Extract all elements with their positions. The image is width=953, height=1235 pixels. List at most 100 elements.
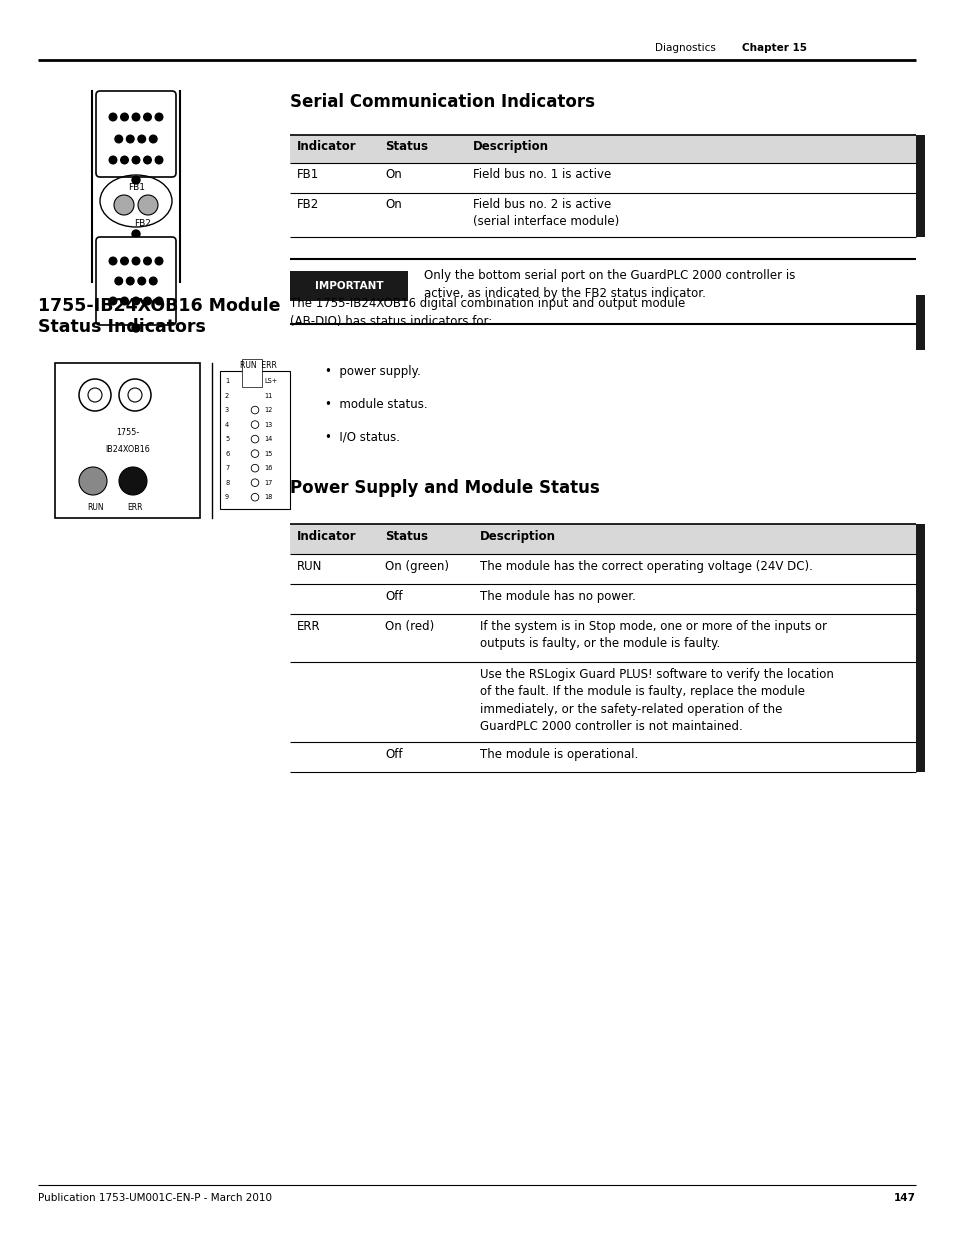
Circle shape <box>251 479 258 487</box>
Circle shape <box>127 135 134 143</box>
Circle shape <box>128 388 142 403</box>
Text: 18: 18 <box>264 494 273 500</box>
Bar <box>915 295 924 350</box>
Text: •  module status.: • module status. <box>325 398 427 411</box>
Text: If the system is in Stop mode, one or more of the inputs or
outputs is faulty, o: If the system is in Stop mode, one or mo… <box>479 620 826 651</box>
Text: 1755-: 1755- <box>115 429 139 437</box>
Circle shape <box>132 257 140 264</box>
Text: Indicator: Indicator <box>296 530 356 543</box>
Text: Field bus no. 2 is active
(serial interface module): Field bus no. 2 is active (serial interf… <box>473 198 618 228</box>
Circle shape <box>155 298 163 305</box>
Text: LS+: LS+ <box>264 378 277 384</box>
Text: ERR: ERR <box>127 503 142 513</box>
Text: The module has the correct operating voltage (24V DC).: The module has the correct operating vol… <box>479 559 812 573</box>
Circle shape <box>155 156 163 164</box>
Circle shape <box>114 277 122 285</box>
Circle shape <box>251 435 258 443</box>
Text: FB2: FB2 <box>133 219 151 227</box>
Circle shape <box>251 494 258 501</box>
Text: 3: 3 <box>225 408 229 412</box>
Text: Power Supply and Module Status: Power Supply and Module Status <box>290 479 599 496</box>
Circle shape <box>121 114 128 121</box>
Bar <box>242 359 262 387</box>
Circle shape <box>113 195 133 215</box>
Text: RUN: RUN <box>87 503 104 513</box>
Circle shape <box>88 388 102 403</box>
Circle shape <box>109 114 116 121</box>
Circle shape <box>144 114 152 121</box>
Text: 4: 4 <box>225 421 229 427</box>
Text: On (red): On (red) <box>385 620 434 634</box>
Text: Only the bottom serial port on the GuardPLC 2000 controller is
active, as indica: Only the bottom serial port on the Guard… <box>423 269 795 300</box>
Text: Description: Description <box>473 140 548 153</box>
Text: FB1: FB1 <box>128 183 145 191</box>
Text: Diagnostics: Diagnostics <box>655 43 715 53</box>
Circle shape <box>138 277 146 285</box>
Text: FB1: FB1 <box>296 168 319 182</box>
Text: 9: 9 <box>225 494 229 500</box>
Text: 13: 13 <box>264 421 272 427</box>
Text: The module has no power.: The module has no power. <box>479 590 636 603</box>
Circle shape <box>155 257 163 264</box>
Text: The module is operational.: The module is operational. <box>479 748 638 761</box>
Text: 8: 8 <box>225 479 229 485</box>
Text: On: On <box>385 198 401 211</box>
Circle shape <box>150 277 157 285</box>
Circle shape <box>138 135 146 143</box>
Text: Chapter 15: Chapter 15 <box>741 43 806 53</box>
Text: ERR: ERR <box>296 620 320 634</box>
Circle shape <box>114 135 122 143</box>
Text: Publication 1753-UM001C-EN-P - March 2010: Publication 1753-UM001C-EN-P - March 201… <box>38 1193 272 1203</box>
Text: 147: 147 <box>893 1193 915 1203</box>
Text: 11: 11 <box>264 393 272 399</box>
Bar <box>290 135 915 163</box>
Text: IMPORTANT: IMPORTANT <box>314 282 383 291</box>
Text: Description: Description <box>479 530 556 543</box>
Text: 14: 14 <box>264 436 273 442</box>
Text: 7: 7 <box>225 466 229 472</box>
Circle shape <box>132 177 140 184</box>
Circle shape <box>132 324 140 332</box>
Circle shape <box>138 195 158 215</box>
Text: 5: 5 <box>225 436 229 442</box>
Text: 17: 17 <box>264 479 273 485</box>
Circle shape <box>127 277 134 285</box>
Circle shape <box>109 298 116 305</box>
Circle shape <box>132 114 140 121</box>
Circle shape <box>121 298 128 305</box>
Bar <box>915 135 924 237</box>
Text: RUN: RUN <box>296 559 322 573</box>
Bar <box>290 270 408 301</box>
Text: •  power supply.: • power supply. <box>325 366 420 378</box>
Circle shape <box>251 450 258 457</box>
Circle shape <box>79 467 107 495</box>
FancyBboxPatch shape <box>96 91 175 177</box>
Text: On: On <box>385 168 401 182</box>
Circle shape <box>119 467 147 495</box>
Text: 2: 2 <box>225 393 229 399</box>
Text: Status: Status <box>385 140 428 153</box>
Circle shape <box>109 156 116 164</box>
Text: 15: 15 <box>264 451 273 457</box>
FancyBboxPatch shape <box>96 237 175 325</box>
Circle shape <box>119 379 151 411</box>
Bar <box>915 524 924 772</box>
Text: 1: 1 <box>225 378 229 384</box>
Text: IB24XOB16: IB24XOB16 <box>105 445 150 454</box>
Text: •  I/O status.: • I/O status. <box>325 431 399 445</box>
Text: Field bus no. 1 is active: Field bus no. 1 is active <box>473 168 611 182</box>
Text: Status: Status <box>385 530 428 543</box>
Text: The 1755-IB24XOB16 digital combination input and output module
(AB-DIO) has stat: The 1755-IB24XOB16 digital combination i… <box>290 296 684 329</box>
Circle shape <box>79 379 111 411</box>
Circle shape <box>251 464 258 472</box>
Text: Off: Off <box>385 590 402 603</box>
Text: Indicator: Indicator <box>296 140 356 153</box>
Bar <box>55 363 200 517</box>
Circle shape <box>144 257 152 264</box>
Circle shape <box>121 257 128 264</box>
Circle shape <box>150 135 157 143</box>
Circle shape <box>109 257 116 264</box>
Circle shape <box>132 156 140 164</box>
Circle shape <box>132 298 140 305</box>
Text: Serial Communication Indicators: Serial Communication Indicators <box>290 93 595 111</box>
